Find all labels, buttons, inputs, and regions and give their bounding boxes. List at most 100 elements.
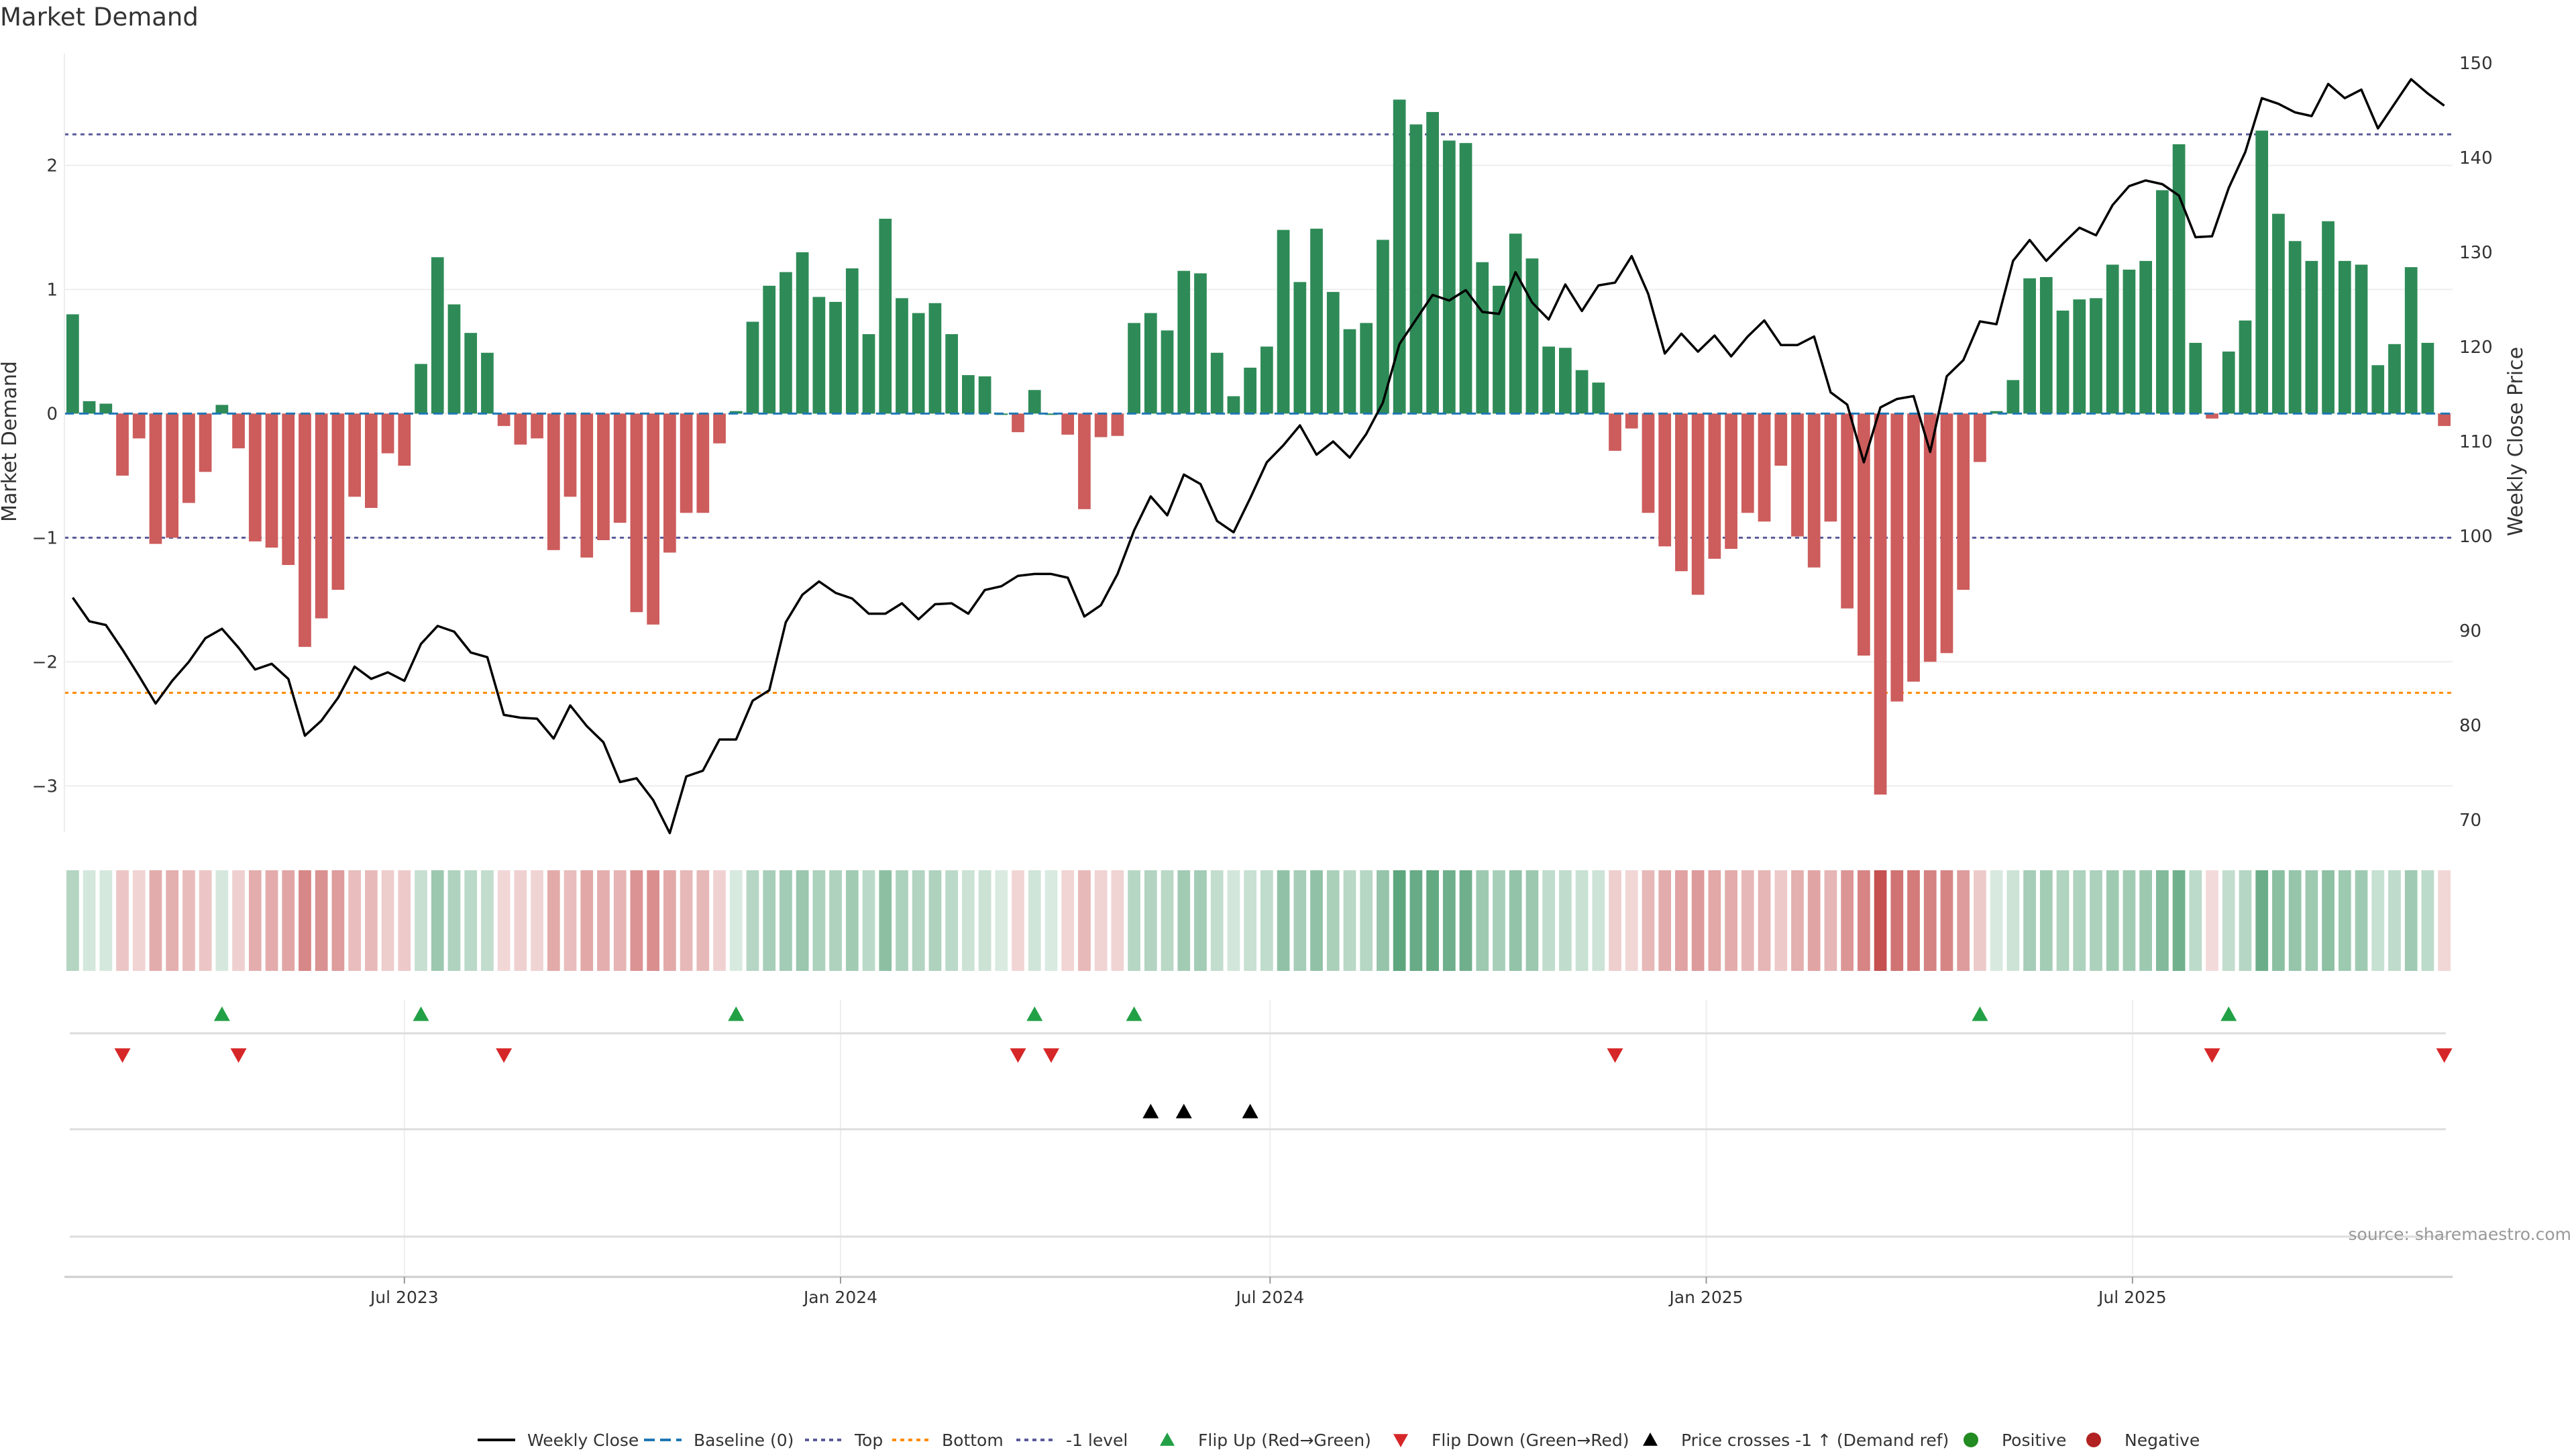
demand-bar <box>580 413 594 558</box>
heat-cell <box>2288 870 2302 971</box>
demand-bar <box>713 413 726 444</box>
demand-bar <box>2006 380 2020 414</box>
heat-cell <box>99 870 113 971</box>
heat-cell <box>1575 870 1589 971</box>
heat-cell <box>1459 870 1472 971</box>
demand-bar <box>1310 228 1323 414</box>
heat-cell <box>912 870 925 971</box>
demand-bar <box>1244 367 1256 414</box>
heat-cell <box>1377 870 1389 971</box>
demand-bar <box>829 301 842 414</box>
flip-down-marker <box>2204 1048 2220 1063</box>
heat-cell <box>1277 870 1290 971</box>
y2-tick-label: 140 <box>2459 148 2493 168</box>
demand-bar <box>481 352 494 414</box>
demand-bar <box>514 413 527 445</box>
demand-bar <box>1592 382 1605 414</box>
demand-bar <box>1194 273 1207 414</box>
source-note: source: sharemaestro.com <box>2349 1225 2572 1244</box>
legend-label: Positive <box>2002 1431 2066 1449</box>
heat-strip <box>66 870 2451 971</box>
heat-cell <box>232 870 245 971</box>
heat-cell <box>862 870 875 971</box>
heat-cell <box>149 870 162 971</box>
heat-cell <box>1923 870 1937 971</box>
heat-cell <box>597 870 610 971</box>
y-tick-label: 0 <box>46 404 58 424</box>
demand-bar <box>978 376 991 414</box>
heat-cell <box>1061 870 1075 971</box>
heat-cell <box>2404 870 2418 971</box>
heat-cell <box>1509 870 1522 971</box>
demand-bar <box>1326 292 1340 414</box>
demand-bar <box>149 413 162 544</box>
heat-cell <box>66 870 79 971</box>
heat-cell <box>315 870 328 971</box>
y2-tick-label: 150 <box>2459 54 2493 74</box>
demand-bar <box>1128 323 1140 414</box>
demand-bar <box>2421 342 2434 414</box>
heat-cell <box>729 870 743 971</box>
legend-item: Baseline (0) <box>644 1431 794 1450</box>
demand-bar <box>564 413 577 497</box>
heat-cell <box>1807 870 1821 971</box>
demand-bar <box>2305 260 2318 414</box>
demand-bar <box>1459 143 1472 414</box>
demand-bar <box>431 257 444 414</box>
heat-cell <box>2023 870 2036 971</box>
demand-bar <box>348 413 361 497</box>
heat-cell <box>845 870 859 971</box>
legend-swatch-flip-up <box>1160 1433 1175 1446</box>
heat-cell <box>2388 870 2401 971</box>
demand-bar <box>2189 342 2202 414</box>
demand-bar <box>630 413 643 613</box>
heat-cell <box>215 870 229 971</box>
flip-down-marker <box>1607 1048 1623 1063</box>
heat-cell <box>713 870 726 971</box>
heat-cell <box>2272 870 2285 971</box>
heat-cell <box>1426 870 1439 971</box>
heat-cell <box>564 870 577 971</box>
demand-bar <box>1111 413 1124 436</box>
demand-bar <box>729 411 743 414</box>
legend-label: Price crosses -1 ↑ (Demand ref) <box>1681 1431 1949 1449</box>
heat-cell <box>746 870 759 971</box>
y-tick-label: 1 <box>46 280 58 300</box>
demand-bar <box>1774 413 1788 466</box>
flip-down-marker <box>1010 1048 1026 1063</box>
page-title: Market Demand <box>0 3 199 32</box>
heat-cell <box>2056 870 2070 971</box>
demand-bar <box>1293 282 1307 414</box>
price-series <box>71 78 2445 835</box>
demand-bar <box>1161 330 1174 414</box>
legend-item: Price crosses -1 ↑ (Demand ref) <box>1643 1431 1949 1450</box>
heat-cell <box>1890 870 1904 971</box>
heat-cell <box>514 870 527 971</box>
x-tick-label: Jul 2025 <box>2097 1288 2167 1307</box>
heat-cell <box>995 870 1008 971</box>
legend-label: Flip Up (Red→Green) <box>1198 1431 1371 1449</box>
heat-cell <box>1708 870 1721 971</box>
heat-cell <box>1974 870 1986 971</box>
heat-cell <box>1227 870 1240 971</box>
demand-bar <box>647 413 659 625</box>
demand-bar <box>1725 413 1737 549</box>
y-tick-label: −1 <box>32 528 58 548</box>
demand-bar <box>299 413 311 647</box>
heat-cell <box>431 870 444 971</box>
demand-bar <box>597 413 610 541</box>
demand-bar <box>1409 124 1423 414</box>
demand-bar <box>879 218 892 414</box>
legend-swatch-negative <box>2086 1433 2101 1447</box>
legend-label: -1 level <box>1066 1431 1128 1449</box>
x-tick-label: Jul 2023 <box>369 1288 439 1307</box>
flip-down-marker <box>2436 1048 2453 1063</box>
demand-bar <box>746 321 759 414</box>
legend-item: Bottom <box>892 1431 1004 1450</box>
weekly-close-line <box>71 78 2445 835</box>
heat-cell <box>365 870 378 971</box>
heat-cell <box>630 870 643 971</box>
heat-cell <box>1907 870 1920 971</box>
